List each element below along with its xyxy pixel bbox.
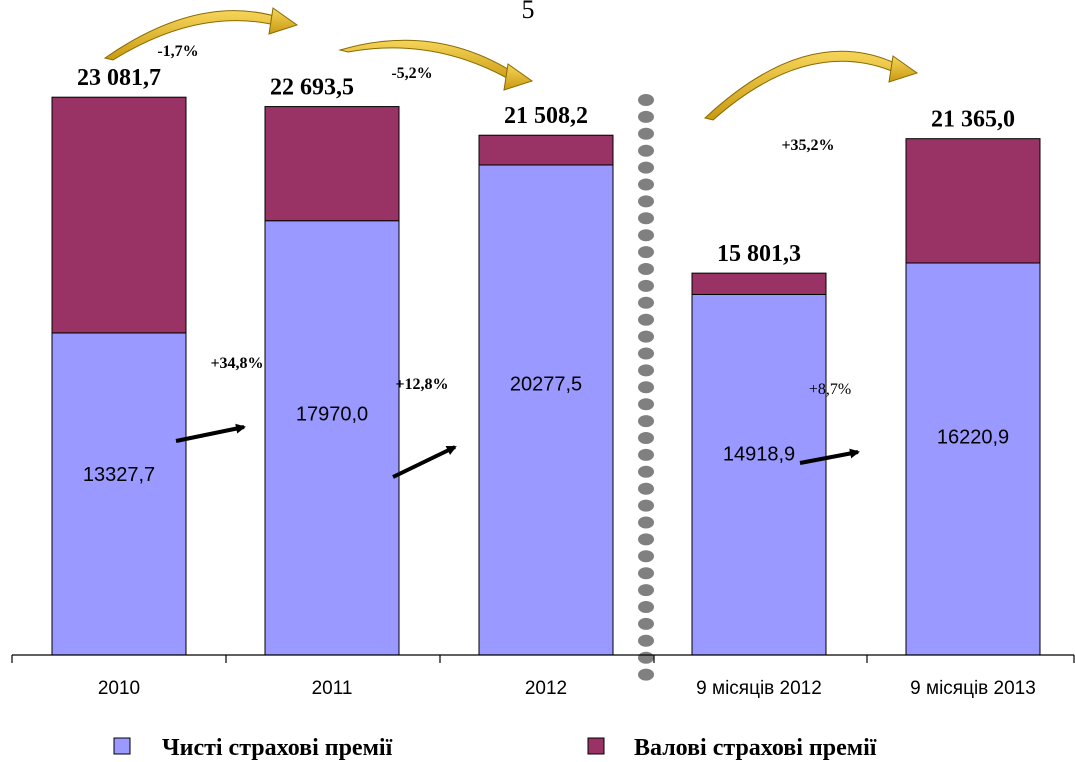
legend-swatch-net xyxy=(113,737,131,755)
net-change-label-2: +8,7% xyxy=(809,381,851,398)
total-label-3: 15 801,3 xyxy=(717,241,801,267)
legend-label-gross: Валові страхові премії xyxy=(634,735,877,761)
separator-dot xyxy=(638,144,654,157)
separator-dot xyxy=(638,195,654,208)
legend-swatch-gross xyxy=(587,737,605,755)
tick-label-0: 2010 xyxy=(98,678,140,699)
separator-dot xyxy=(638,533,654,546)
separator-dot xyxy=(638,550,654,563)
separator-dot xyxy=(638,94,654,106)
tick-label-4: 9 місяців 2013 xyxy=(910,678,1036,699)
gross-arrow-1-head xyxy=(268,7,299,35)
separator-dot xyxy=(638,398,654,411)
separator-dot xyxy=(638,330,654,343)
separator-dot xyxy=(638,482,654,495)
inside-label-1: 17970,0 xyxy=(296,403,368,425)
separator-dot xyxy=(638,499,654,512)
separator-dot xyxy=(638,229,654,242)
page-number: 5 xyxy=(522,0,535,24)
bar-gross-2 xyxy=(478,134,614,166)
bar-net-1 xyxy=(264,220,400,656)
separator-dot xyxy=(638,364,654,377)
inside-label-2: 20277,5 xyxy=(510,373,582,395)
separator-dot xyxy=(638,212,654,225)
separator-dot xyxy=(638,279,654,292)
separator-dot xyxy=(638,516,654,529)
total-label-4: 21 365,0 xyxy=(931,107,1015,133)
bars-layer xyxy=(51,96,1041,656)
separator-dot xyxy=(638,601,654,613)
gross-arrow-2-head xyxy=(503,63,534,91)
separator-dot xyxy=(638,651,654,664)
tick-label-1: 2011 xyxy=(312,678,353,699)
separator-dot xyxy=(638,127,654,140)
legend-label-net: Чисті страхові премії xyxy=(162,735,393,761)
bar-gross-1 xyxy=(264,106,400,222)
separator-dot xyxy=(638,432,654,444)
separator-dot xyxy=(638,668,654,681)
separator-dot xyxy=(638,448,654,461)
net-arrow-0 xyxy=(175,423,246,443)
bar-net-4 xyxy=(905,262,1041,656)
data-labels: 13327,7 23 081,7 17970,0 22 693,5 20277,5 21 … xyxy=(77,43,1015,486)
separator-dot xyxy=(638,110,654,123)
inside-label-3: 14918,9 xyxy=(723,443,795,465)
separator-dot xyxy=(638,296,654,309)
separator-dot xyxy=(638,584,654,597)
legend: Чисті страхові премії Валові страхові пр… xyxy=(113,735,877,761)
separator-dot xyxy=(638,161,654,174)
gross-change-arrows xyxy=(103,7,919,121)
bar-net-3 xyxy=(691,293,827,656)
net-arrow-2 xyxy=(799,448,860,465)
tick-label-2: 2012 xyxy=(525,678,567,699)
total-label-1: 22 693,5 xyxy=(270,75,354,101)
period-separator xyxy=(638,94,654,681)
inside-label-0: 13327,7 xyxy=(83,464,155,486)
bar-net-0 xyxy=(51,332,187,656)
separator-dot xyxy=(638,246,654,259)
gross-arrow-3-head xyxy=(888,55,919,83)
net-change-arrows xyxy=(175,423,860,479)
separator-dot xyxy=(638,263,654,275)
separator-dot xyxy=(638,465,654,478)
separator-dot xyxy=(638,347,654,360)
net-change-label-0: +34,8% xyxy=(210,355,263,372)
net-arrow-1 xyxy=(392,445,457,479)
separator-dot xyxy=(638,617,654,630)
bar-gross-4 xyxy=(905,138,1041,264)
separator-dot xyxy=(638,567,654,580)
x-tick-labels: 2010 2011 2012 9 місяців 2012 9 місяців 2013 xyxy=(98,678,1036,699)
x-axis xyxy=(11,654,1075,663)
inside-label-4: 16220,9 xyxy=(937,426,1009,448)
net-change-label-1: +12,8% xyxy=(395,376,448,393)
total-label-0: 23 081,7 xyxy=(77,65,161,91)
separator-dot xyxy=(638,634,654,647)
tick-label-3: 9 місяців 2012 xyxy=(696,678,822,699)
bar-gross-0 xyxy=(51,96,187,334)
bar-gross-3 xyxy=(691,272,827,295)
separator-dot xyxy=(638,381,654,394)
separator-dot xyxy=(638,313,654,326)
gross-arrow-3-body xyxy=(703,50,902,121)
separator-dot xyxy=(638,178,654,191)
total-label-2: 21 508,2 xyxy=(504,103,588,129)
gross-change-label-0: -1,7% xyxy=(157,43,198,60)
gross-change-label-1: -5,2% xyxy=(391,65,432,82)
bar-net-2 xyxy=(478,164,614,656)
gross-change-label-2: +35,2% xyxy=(781,137,834,154)
separator-dot xyxy=(638,415,654,428)
